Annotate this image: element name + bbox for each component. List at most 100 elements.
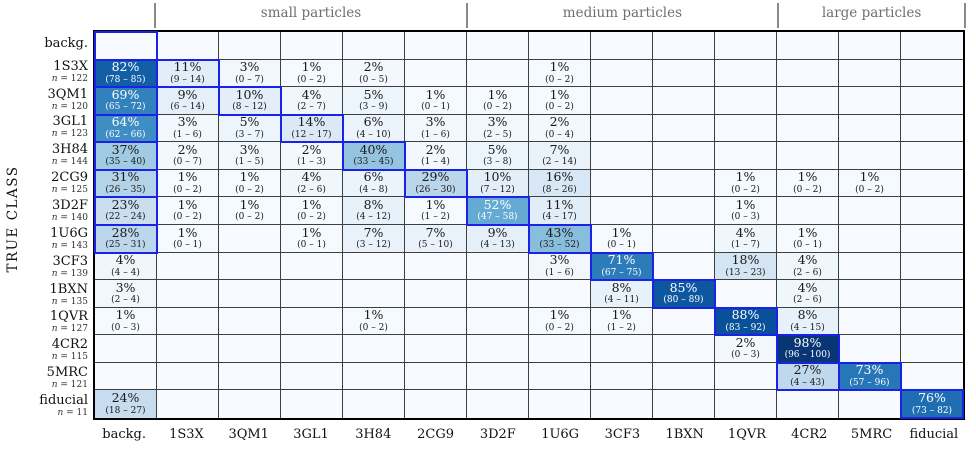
cell-percent: 1% xyxy=(797,224,818,240)
cell-percent: 5% xyxy=(487,142,508,157)
cell-3D2F-fiducial xyxy=(901,197,963,225)
cell-1S3X-4CR2 xyxy=(777,59,839,88)
cell-3H84-3H84: 40% (33 – 45) xyxy=(342,141,406,171)
cell-percent: 2% xyxy=(301,142,322,157)
cell-1QVR-5MRC xyxy=(839,307,901,336)
cell-fiducial-3H84 xyxy=(343,390,405,418)
cell-1S3X-1BXN xyxy=(653,59,715,88)
cell-2CG9-3H84: 6% (4 – 8) xyxy=(343,169,405,198)
cell-3D2F-1QVR: 1% (0 – 3) xyxy=(715,197,777,225)
cell-confidence-interval: (1 – 2) xyxy=(421,212,450,223)
cell-percent: 11% xyxy=(173,59,202,75)
cell-confidence-interval: (0 – 2) xyxy=(545,322,574,333)
cell-confidence-interval: (1 – 5) xyxy=(235,157,264,168)
cell-3D2F-3QM1: 1% (0 – 2) xyxy=(219,197,281,225)
row-sample-count: n = 125 xyxy=(51,185,88,196)
cell-confidence-interval: (0 – 2) xyxy=(235,184,264,195)
cell-3H84-1BXN xyxy=(653,142,715,170)
cell-percent: 1% xyxy=(177,169,198,185)
cell-confidence-interval: (0 – 2) xyxy=(855,184,884,195)
cell-3D2F-5MRC xyxy=(839,197,901,225)
cell-confidence-interval: (33 – 52) xyxy=(539,240,580,251)
cell-confidence-interval: (4 – 13) xyxy=(480,240,515,251)
cell-backg.-2CG9 xyxy=(405,32,467,60)
column-label-3H84: 3H84 xyxy=(355,427,392,442)
cell-confidence-interval: (1 – 3) xyxy=(297,157,326,168)
cell-confidence-interval: (67 – 75) xyxy=(601,267,642,278)
cell-4CR2-backg. xyxy=(95,335,157,363)
cell-percent: 16% xyxy=(545,169,574,185)
cell-3QM1-4CR2 xyxy=(777,87,839,115)
cell-3GL1-3D2F: 3% (2 – 5) xyxy=(467,114,529,143)
cell-3QM1-3QM1: 10% (8 – 12) xyxy=(218,86,282,116)
cell-2CG9-3D2F: 10% (7 – 12) xyxy=(467,169,529,198)
cell-3GL1-3GL1: 14% (12 – 17) xyxy=(280,113,344,144)
cell-percent: 1% xyxy=(549,87,570,102)
cell-4CR2-fiducial xyxy=(901,335,963,363)
cell-percent: 4% xyxy=(797,280,818,295)
cell-3H84-1U6G: 7% (2 – 14) xyxy=(529,142,591,170)
cell-3D2F-3D2F: 52% (47 – 58) xyxy=(466,196,530,226)
cell-percent: 71% xyxy=(607,252,636,268)
row-label-3QM1: 3QM1 n = 120 xyxy=(0,86,88,114)
cell-1S3X-3CF3 xyxy=(591,59,653,88)
cell-3CF3-3GL1 xyxy=(281,252,343,281)
cell-5MRC-fiducial xyxy=(901,362,963,391)
cell-1U6G-5MRC xyxy=(839,224,901,253)
row-class-name: 3D2F xyxy=(52,198,88,214)
row-class-name: 3CF3 xyxy=(52,253,88,269)
cell-percent: 37% xyxy=(111,142,140,157)
row-label-3GL1: 3GL1 n = 123 xyxy=(0,114,88,142)
cell-fiducial-fiducial: 76% (73 – 82) xyxy=(900,389,964,419)
cell-3H84-1S3X: 2% (0 – 7) xyxy=(157,142,219,170)
cell-3CF3-fiducial xyxy=(901,252,963,281)
column-label-5MRC: 5MRC xyxy=(850,427,893,442)
cell-percent: 1% xyxy=(115,307,136,323)
cell-confidence-interval: (3 – 12) xyxy=(356,240,391,251)
cell-1BXN-backg.: 3% (2 – 4) xyxy=(95,280,157,308)
cell-1BXN-1BXN: 85% (80 – 89) xyxy=(652,279,716,309)
cell-confidence-interval: (47 – 58) xyxy=(477,212,518,223)
cell-percent: 2% xyxy=(425,142,446,157)
cell-confidence-interval: (1 – 6) xyxy=(545,267,574,278)
cell-percent: 18% xyxy=(731,252,760,268)
row-sample-count: n = 139 xyxy=(51,268,88,279)
row-sample-count: n = 115 xyxy=(51,352,88,363)
cell-2CG9-1S3X: 1% (0 – 2) xyxy=(157,169,219,198)
row-sample-count: n = 127 xyxy=(51,324,88,335)
cell-percent: 40% xyxy=(359,142,388,157)
cell-confidence-interval: (2 – 6) xyxy=(793,267,822,278)
cell-fiducial-backg.: 24% (18 – 27) xyxy=(95,390,157,418)
cell-percent: 14% xyxy=(297,114,326,130)
cell-3CF3-4CR2: 4% (2 – 6) xyxy=(777,252,839,281)
cell-confidence-interval: (22 – 24) xyxy=(105,212,146,223)
column-label-2CG9: 2CG9 xyxy=(417,427,454,442)
cell-1BXN-1S3X xyxy=(157,280,219,308)
cell-confidence-interval: (0 – 1) xyxy=(173,240,202,251)
cell-percent: 6% xyxy=(363,114,384,130)
cell-confidence-interval: (2 – 7) xyxy=(297,102,326,113)
cell-percent: 4% xyxy=(797,252,818,268)
cell-percent: 3% xyxy=(425,114,446,130)
cell-percent: 1% xyxy=(549,59,570,75)
row-class-name: 5MRC xyxy=(46,365,88,381)
row-label-backg.: backg. xyxy=(0,30,88,58)
cell-3CF3-2CG9 xyxy=(405,252,467,281)
column-label-4CR2: 4CR2 xyxy=(791,427,828,442)
cell-confidence-interval: (13 – 23) xyxy=(725,267,766,278)
cell-4CR2-1U6G xyxy=(529,335,591,363)
cell-percent: 43% xyxy=(545,224,574,240)
heatmap-grid: 82% (78 – 85) 11% (9 – 14) 3% (0 – 7) 1% (0 – 2… xyxy=(93,30,965,420)
cell-1QVR-1U6G: 1% (0 – 2) xyxy=(529,307,591,336)
cell-confidence-interval: (6 – 14) xyxy=(170,102,205,113)
cell-1QVR-1BXN xyxy=(653,307,715,336)
cell-confidence-interval: (0 – 2) xyxy=(545,74,574,85)
cell-percent: 10% xyxy=(235,87,264,102)
cell-backg.-3H84 xyxy=(343,32,405,60)
cell-1QVR-1S3X xyxy=(157,307,219,336)
cell-percent: 10% xyxy=(483,169,512,185)
cell-5MRC-backg. xyxy=(95,362,157,391)
cell-confidence-interval: (0 – 7) xyxy=(173,157,202,168)
cell-fiducial-1S3X xyxy=(157,390,219,418)
cell-5MRC-2CG9 xyxy=(405,362,467,391)
